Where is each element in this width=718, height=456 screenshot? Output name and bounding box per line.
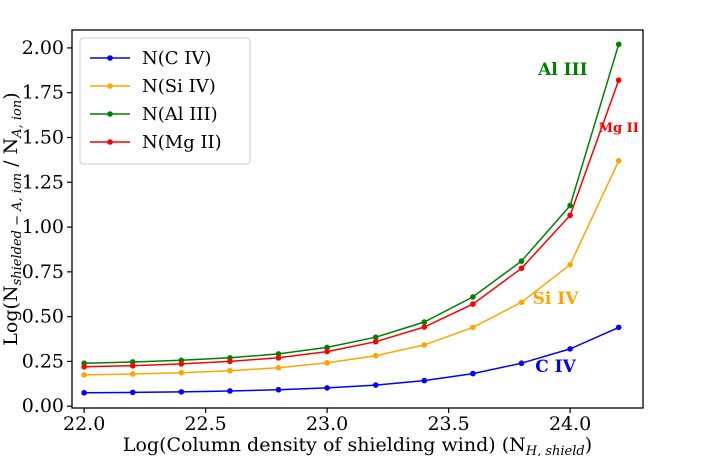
- data-point-n-si-iv: [275, 364, 282, 371]
- data-point-n-al-iii: [567, 202, 573, 209]
- series-layer: [81, 41, 622, 396]
- legend-label: N(C IV): [142, 48, 211, 69]
- x-tick-label: 23.0: [306, 413, 348, 435]
- data-point-n-mg-ii: [81, 363, 87, 370]
- data-point-n-si-iv: [421, 342, 428, 348]
- series-line-n-al-iii: [84, 44, 620, 364]
- x-tick-label: 22.5: [184, 413, 226, 435]
- data-point-n-al-iii: [421, 319, 428, 325]
- data-point-n-si-iv: [81, 372, 87, 378]
- data-point-n-c-iv: [615, 324, 622, 331]
- tick-layer: 22.0 22.5 23.0 23.5 24.0 0.00 0.25 0.50 0.75 1.00…: [22, 37, 592, 435]
- legend-swatch-marker: [107, 55, 113, 61]
- data-point-n-mg-ii: [324, 348, 330, 355]
- annotation-label: C IV: [535, 357, 576, 377]
- data-point-n-c-iv: [81, 389, 87, 396]
- annotation-layer: Al III Mg II Si IV C IV: [533, 60, 639, 377]
- y-tick-label: 0.00: [22, 395, 64, 417]
- data-point-n-mg-ii: [275, 355, 282, 361]
- y-tick-label: 1.75: [22, 82, 64, 104]
- data-point-n-c-iv: [372, 382, 379, 388]
- data-point-n-mg-ii: [470, 301, 476, 307]
- data-point-n-si-iv: [227, 367, 233, 374]
- data-point-n-al-iii: [518, 258, 525, 264]
- series-line-n-mg-ii: [84, 79, 620, 368]
- data-point-n-c-iv: [227, 388, 233, 394]
- annotation-label: Si IV: [533, 289, 580, 309]
- legend-box: [79, 37, 251, 165]
- data-point-n-si-iv: [324, 360, 330, 366]
- data-point-n-c-iv: [275, 386, 282, 393]
- legend-label: N(Al III): [142, 104, 218, 125]
- data-point-n-c-iv: [470, 370, 476, 377]
- y-tick-label: 2.00: [22, 37, 64, 59]
- y-tick-label: 0.25: [22, 350, 64, 372]
- series-line-n-si-iv: [84, 160, 620, 376]
- data-point-n-si-iv: [470, 324, 476, 331]
- plot-frame: [71, 29, 644, 409]
- data-point-n-si-iv: [615, 157, 622, 164]
- data-point-n-mg-ii: [178, 361, 185, 367]
- legend: N(C IV) N(Si IV) N(Al III) N(Mg II): [79, 37, 251, 165]
- data-point-n-mg-ii: [421, 324, 428, 330]
- data-point-n-mg-ii: [518, 265, 525, 272]
- data-point-n-al-iii: [372, 334, 379, 341]
- x-tick-label: 23.5: [427, 413, 469, 435]
- data-point-n-mg-ii: [615, 77, 622, 83]
- x-axis-title: Log(Column density of shielding wind) (N…: [123, 434, 592, 456]
- y-tick-label: 0.75: [22, 261, 64, 283]
- data-point-n-al-iii: [324, 344, 330, 351]
- data-point-n-mg-ii: [567, 212, 573, 219]
- y-tick-label: 1.00: [22, 216, 64, 238]
- legend-label: N(Si IV): [142, 76, 216, 97]
- y-axis-title: Log(Nshielded − A, ion / NA, ion): [0, 92, 25, 345]
- y-tick-label: 0.50: [22, 306, 64, 328]
- data-point-n-si-iv: [178, 369, 185, 376]
- annotation-label: Al III: [537, 60, 587, 80]
- data-point-n-mg-ii: [372, 338, 379, 345]
- data-point-n-si-iv: [518, 299, 525, 306]
- legend-swatch-marker: [107, 111, 113, 117]
- annotation-label: Mg II: [599, 121, 639, 136]
- data-point-n-al-iii: [275, 351, 282, 357]
- data-point-n-mg-ii: [227, 358, 233, 365]
- x-tick-label: 24.0: [549, 413, 591, 435]
- data-point-n-c-iv: [567, 346, 573, 352]
- legend-label: N(Mg II): [142, 132, 222, 153]
- data-point-n-c-iv: [518, 360, 525, 367]
- data-point-n-c-iv: [178, 389, 185, 395]
- series-line-n-c-iv: [84, 326, 620, 394]
- data-point-n-al-iii: [470, 294, 476, 300]
- data-point-n-c-iv: [129, 389, 136, 396]
- data-point-n-si-iv: [567, 261, 573, 268]
- data-point-n-c-iv: [421, 377, 428, 384]
- y-tick-label: 1.50: [22, 126, 64, 148]
- legend-swatch-marker: [107, 83, 113, 89]
- data-point-n-c-iv: [324, 385, 330, 391]
- data-point-n-si-iv: [372, 352, 379, 359]
- data-point-n-mg-ii: [129, 362, 136, 369]
- data-point-n-si-iv: [129, 371, 136, 377]
- data-point-n-al-iii: [615, 41, 622, 48]
- y-tick-label: 1.25: [22, 171, 64, 193]
- x-tick-label: 22.0: [63, 413, 105, 435]
- legend-swatch-marker: [107, 139, 113, 145]
